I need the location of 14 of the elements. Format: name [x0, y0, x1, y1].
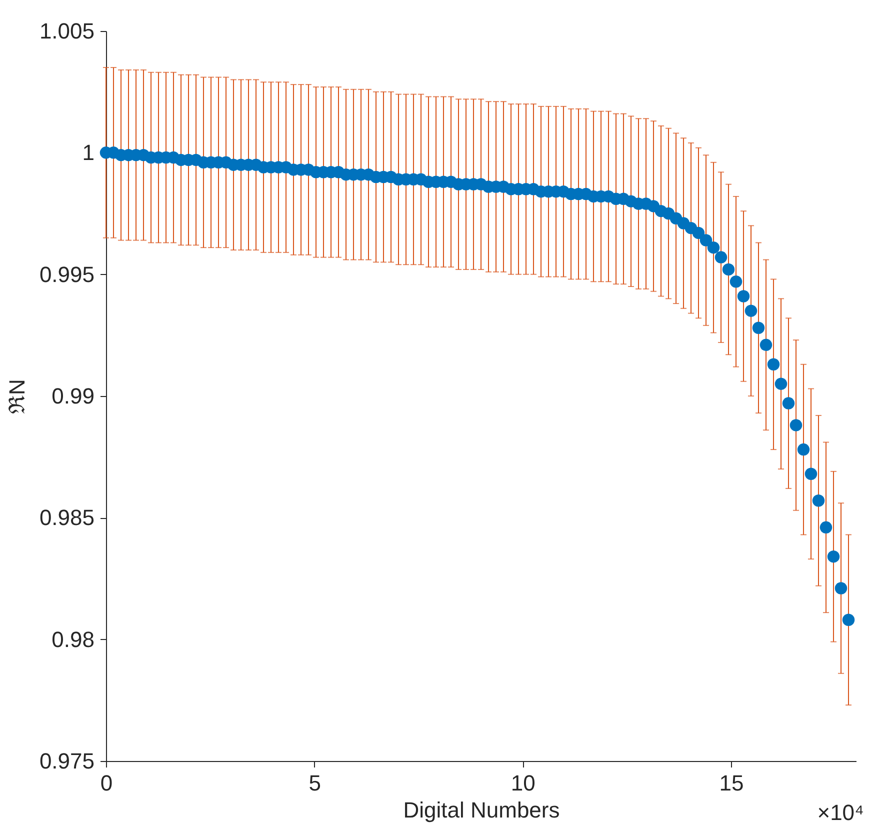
x-tick-label: 5 — [308, 770, 321, 796]
y-tick-label: 1.005 — [39, 18, 94, 44]
text: ×10⁴ — [817, 800, 864, 825]
x-tick-label: 15 — [719, 770, 744, 796]
y-tick-label: 0.975 — [39, 748, 94, 774]
y-tick-label: 0.995 — [39, 262, 94, 287]
y-axis-title: ℜN — [4, 379, 30, 414]
y-tick-label: 0.985 — [39, 505, 94, 530]
y-tick-label: 1 — [82, 140, 94, 166]
x-tick-label: 0 — [100, 770, 113, 796]
x-tick-label: 10 — [510, 770, 536, 796]
y-tick-label: 0.99 — [52, 384, 94, 408]
x-axis-title: Digital Numbers — [403, 798, 560, 822]
y-tick-label: 0.98 — [52, 626, 94, 652]
